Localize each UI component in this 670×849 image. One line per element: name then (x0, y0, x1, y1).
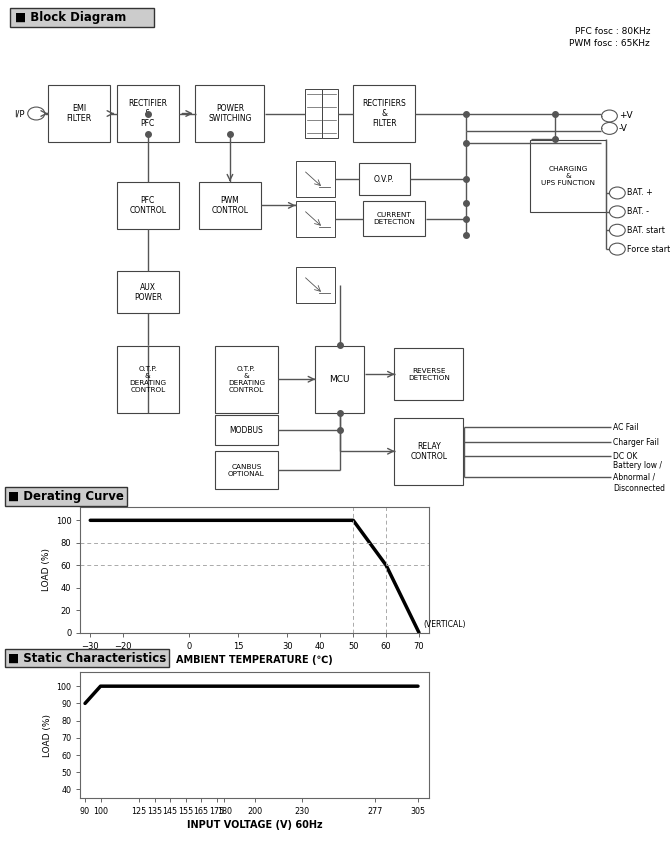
Text: -V: -V (618, 124, 628, 133)
Text: I/P: I/P (15, 109, 25, 118)
Text: PFC fosc : 80KHz
PWM fosc : 65KHz: PFC fosc : 80KHz PWM fosc : 65KHz (570, 26, 650, 48)
FancyBboxPatch shape (10, 8, 154, 26)
Text: CHARGING
&
UPS FUNCTION: CHARGING & UPS FUNCTION (541, 166, 595, 186)
Bar (295, 267, 335, 303)
Bar (306, 88, 322, 138)
Text: RECTIFIER
&
PFC: RECTIFIER & PFC (129, 98, 168, 128)
Text: O.T.P.
&
DERATING
CONTROL: O.T.P. & DERATING CONTROL (129, 366, 166, 393)
Text: DC OK: DC OK (614, 452, 638, 461)
Text: +V: +V (618, 111, 632, 121)
Bar (295, 201, 335, 237)
Bar (199, 182, 261, 229)
Text: ■ Block Diagram: ■ Block Diagram (15, 11, 126, 24)
Bar (215, 415, 277, 445)
Text: MODBUS: MODBUS (230, 426, 263, 435)
Text: Charger Fail: Charger Fail (614, 438, 659, 447)
Text: PWM
CONTROL: PWM CONTROL (212, 195, 249, 215)
Text: (VERTICAL): (VERTICAL) (424, 620, 466, 629)
Bar (215, 452, 277, 489)
Text: BAT. +: BAT. + (626, 188, 653, 198)
Text: O.V.P.: O.V.P. (374, 175, 395, 183)
Text: BAT. start: BAT. start (626, 226, 665, 234)
Text: ■ Derating Curve: ■ Derating Curve (8, 490, 124, 503)
Text: EMI
FILTER: EMI FILTER (66, 104, 92, 123)
Y-axis label: LOAD (%): LOAD (%) (43, 714, 52, 756)
Text: AUX
POWER: AUX POWER (134, 283, 162, 302)
Bar (358, 163, 410, 195)
Bar (322, 88, 338, 138)
Text: BAT. -: BAT. - (626, 207, 649, 216)
Bar (395, 418, 464, 485)
Bar (117, 271, 179, 313)
Text: CURRENT
DETECTION: CURRENT DETECTION (373, 212, 415, 225)
Bar (531, 139, 606, 211)
X-axis label: AMBIENT TEMPERATURE (℃): AMBIENT TEMPERATURE (℃) (176, 655, 333, 665)
Text: RECTIFIERS
&
FILTER: RECTIFIERS & FILTER (362, 98, 406, 128)
Text: REVERSE
DETECTION: REVERSE DETECTION (408, 368, 450, 380)
Text: ■ Static Characteristics: ■ Static Characteristics (8, 651, 166, 665)
Bar (353, 85, 415, 142)
Bar (315, 346, 364, 413)
Text: Battery low /
Abnormal /
Disconnected: Battery low / Abnormal / Disconnected (614, 462, 665, 492)
Bar (117, 346, 179, 413)
Bar (295, 161, 335, 197)
Text: CANBUS
OPTIONAL: CANBUS OPTIONAL (228, 464, 265, 476)
Bar (363, 201, 425, 236)
Text: O.T.P.
&
DERATING
CONTROL: O.T.P. & DERATING CONTROL (228, 366, 265, 393)
Y-axis label: LOAD (%): LOAD (%) (42, 548, 52, 591)
Bar (48, 85, 110, 142)
Bar (117, 182, 179, 229)
Text: POWER
SWITCHING: POWER SWITCHING (208, 104, 252, 123)
Text: AC Fail: AC Fail (614, 423, 639, 432)
Bar (117, 85, 179, 142)
Text: PFC
CONTROL: PFC CONTROL (129, 195, 166, 215)
Bar (215, 346, 277, 413)
Text: MCU: MCU (330, 374, 350, 384)
Bar (395, 348, 464, 401)
Bar (196, 85, 265, 142)
X-axis label: INPUT VOLTAGE (V) 60Hz: INPUT VOLTAGE (V) 60Hz (187, 820, 322, 830)
Text: Force start: Force start (626, 245, 670, 254)
Text: RELAY
CONTROL: RELAY CONTROL (411, 441, 448, 461)
